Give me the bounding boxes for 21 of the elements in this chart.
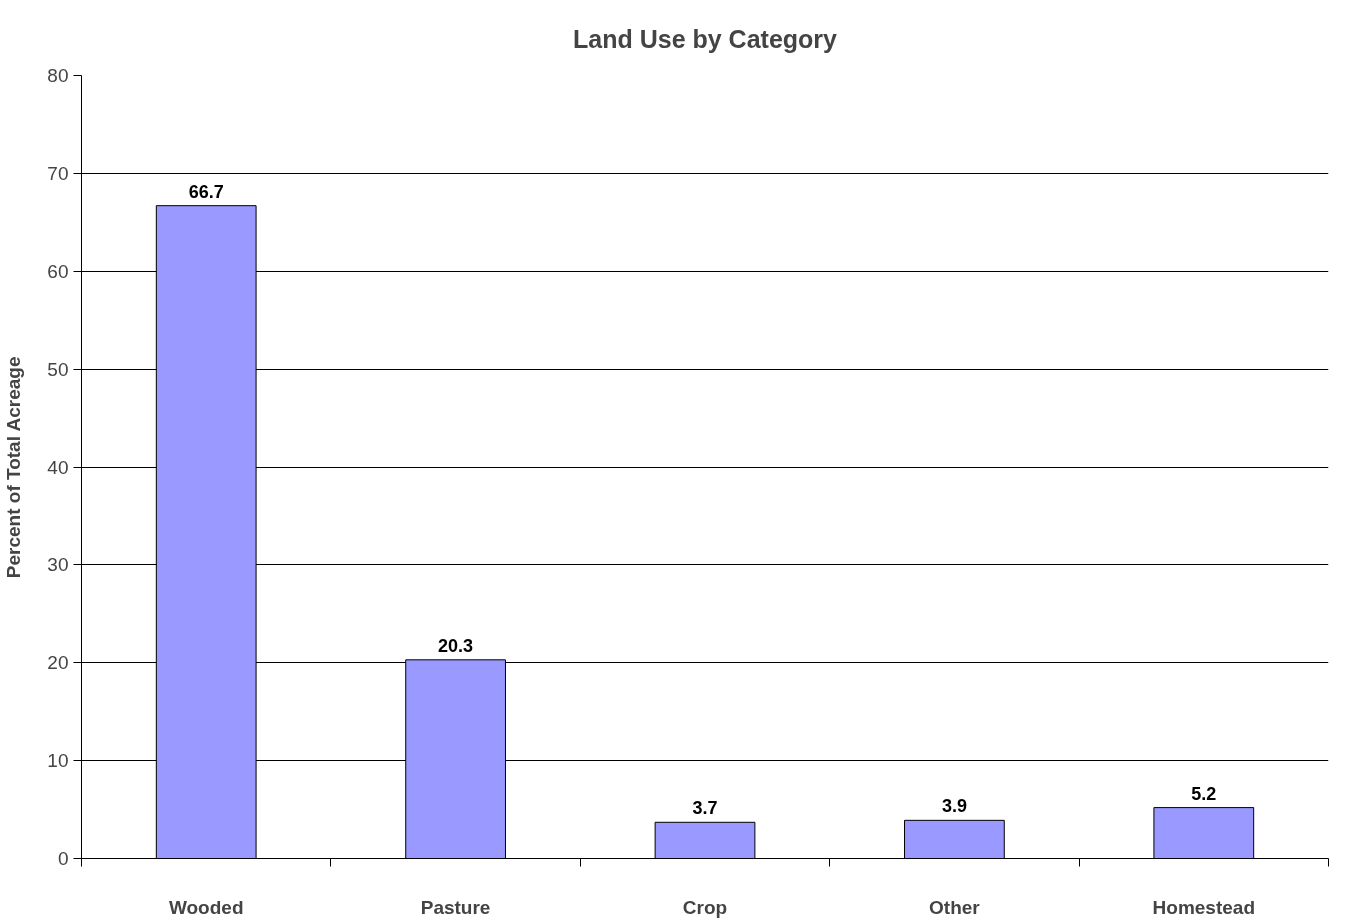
data-label: 3.9 xyxy=(941,796,967,817)
y-tick-label: 10 xyxy=(47,750,69,772)
y-tick-label: 40 xyxy=(47,456,69,478)
x-tick-label: Homestead xyxy=(1152,896,1256,918)
y-tick-label: 30 xyxy=(47,554,69,576)
y-tick-label: 80 xyxy=(47,65,69,86)
x-tick-label: Pasture xyxy=(420,896,491,918)
data-label: 3.7 xyxy=(692,798,718,819)
y-tick-label: 50 xyxy=(47,358,69,380)
x-tick-label: Wooded xyxy=(168,896,244,918)
y-tick-label: 60 xyxy=(47,260,69,282)
data-label: 66.7 xyxy=(188,181,224,202)
y-tick-label: 20 xyxy=(47,652,69,674)
data-label: 20.3 xyxy=(438,635,474,656)
chart-title: Land Use by Category xyxy=(573,25,838,53)
x-tick-label: Other xyxy=(929,896,981,918)
y-tick-label: 0 xyxy=(57,848,69,869)
y-axis-title: Percent of Total Acreage xyxy=(3,356,25,579)
data-label: 5.2 xyxy=(1191,783,1217,804)
y-tick-label: 70 xyxy=(47,162,69,184)
x-tick-label: Crop xyxy=(682,896,728,918)
